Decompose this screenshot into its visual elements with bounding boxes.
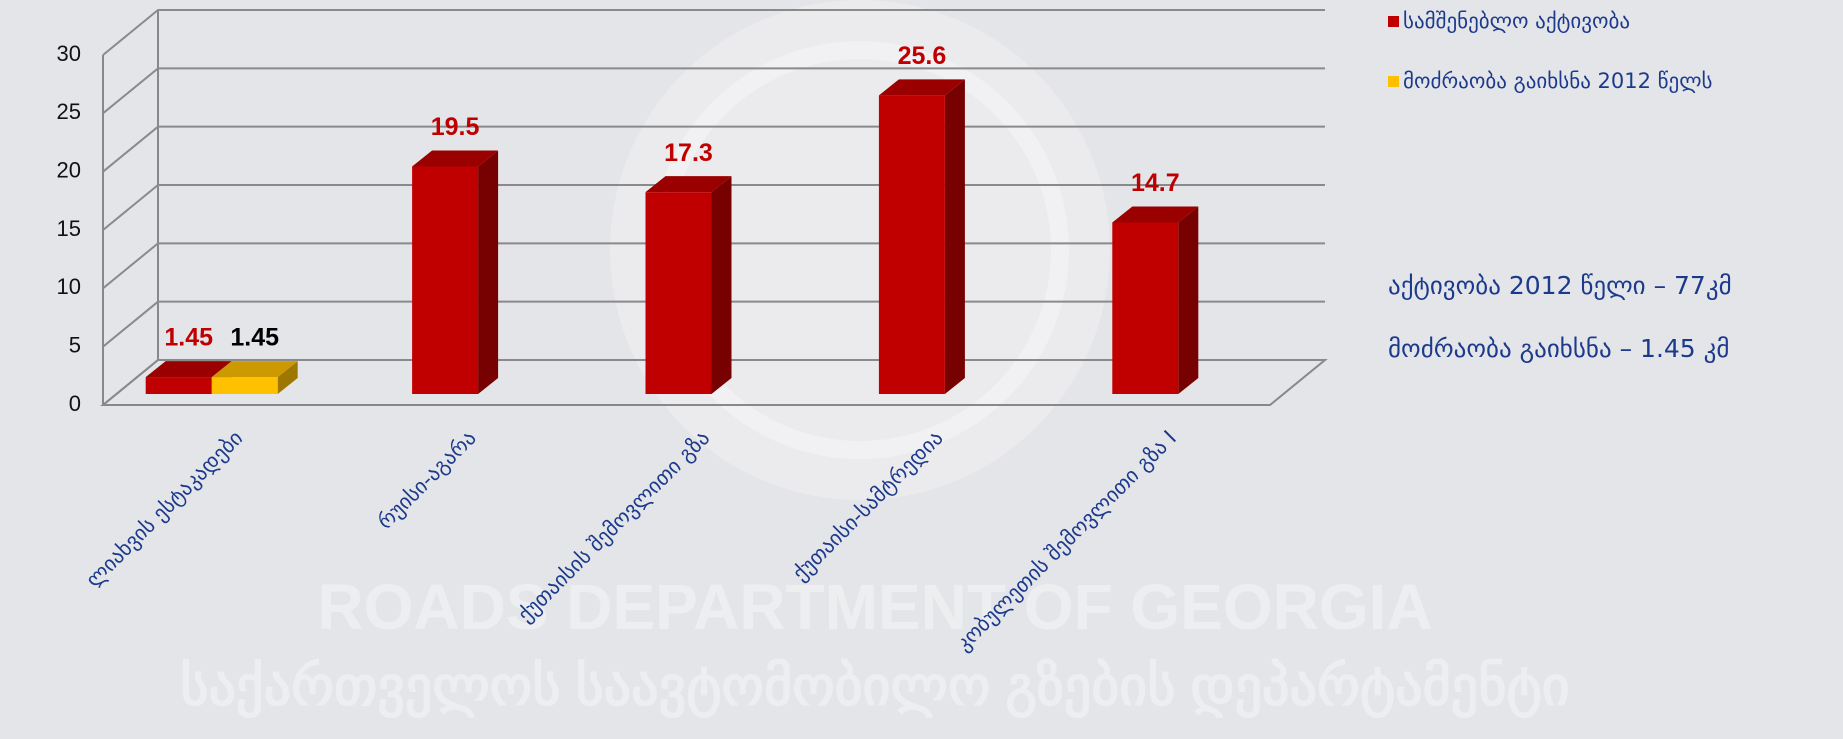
value-label: 1.45 [230,324,279,352]
bar [412,166,479,394]
bar-top [645,176,732,193]
watermark-logo [610,0,1110,500]
legend-swatch [1388,76,1399,87]
watermark-text: საქართველოს საავტომობილო გზების დეპარტამ… [180,656,1569,718]
bar-top [1112,206,1199,223]
legend-label: მოძრაობა გაიხსნა 2012 წელს [1403,69,1713,93]
grid-line [102,67,1325,115]
bar-side [944,79,965,394]
bar [211,377,278,394]
y-tick-label: 30 [57,41,81,66]
bar-side [478,150,499,394]
value-label: 14.7 [1131,169,1180,197]
bar [1112,222,1179,394]
x-tick-label: რუისი-აგარა [373,426,481,534]
bar-top [878,79,965,96]
bar-top [412,150,499,167]
bar-top [211,361,298,378]
legend-label: სამშენებლო აქტივობა [1403,9,1630,33]
y-tick-label: 5 [69,332,81,357]
y-tick-label: 15 [57,216,81,241]
y-tick-label: 20 [57,157,81,182]
value-label: 19.5 [431,113,480,141]
value-label: 17.3 [664,139,713,167]
bar [145,377,212,394]
value-label: 25.6 [898,42,947,70]
annotation: აქტივობა 2012 წელი – 77კმ [1388,271,1732,300]
bar [645,192,712,394]
watermark-text: ROADS DEPARTMENT OF GEORGIA [317,571,1432,643]
bar [878,95,945,394]
grid-line [102,9,1325,56]
bar-side [711,176,732,394]
annotation: მოძრაობა გაიხსნა – 1.45 კმ [1388,334,1729,363]
value-label: 1.45 [164,324,213,352]
y-tick-label: 25 [57,99,81,124]
legend-swatch [1388,16,1399,27]
y-tick-label: 10 [57,274,81,299]
bar-top [145,361,232,378]
x-tick-label: ლიახვის ესტაკადები [81,426,247,592]
bar-side [1178,206,1199,394]
bar-side [277,361,298,394]
y-tick-label: 0 [69,391,81,416]
